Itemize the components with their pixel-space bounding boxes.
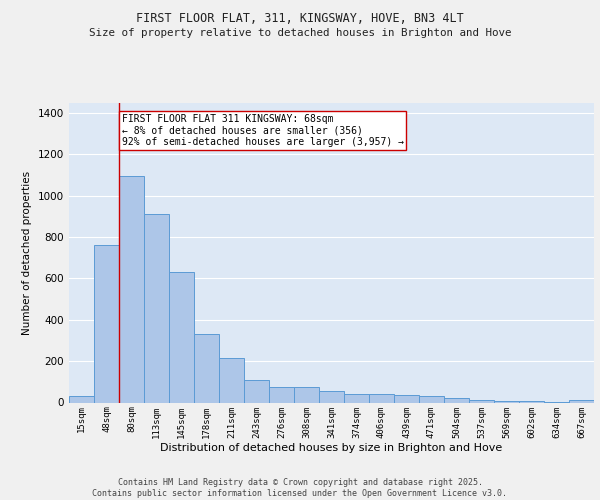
Bar [294, 387, 319, 402]
Bar [469, 400, 494, 402]
Bar [569, 400, 594, 402]
Text: Size of property relative to detached houses in Brighton and Hove: Size of property relative to detached ho… [89, 28, 511, 38]
Bar [419, 396, 444, 402]
Bar [444, 398, 469, 402]
Bar [219, 358, 244, 403]
Bar [119, 176, 144, 402]
Bar [194, 334, 219, 402]
Text: FIRST FLOOR FLAT, 311, KINGSWAY, HOVE, BN3 4LT: FIRST FLOOR FLAT, 311, KINGSWAY, HOVE, B… [136, 12, 464, 26]
Text: Contains HM Land Registry data © Crown copyright and database right 2025.
Contai: Contains HM Land Registry data © Crown c… [92, 478, 508, 498]
X-axis label: Distribution of detached houses by size in Brighton and Hove: Distribution of detached houses by size … [160, 443, 503, 453]
Bar [369, 394, 394, 402]
Text: FIRST FLOOR FLAT 311 KINGSWAY: 68sqm
← 8% of detached houses are smaller (356)
9: FIRST FLOOR FLAT 311 KINGSWAY: 68sqm ← 8… [121, 114, 404, 147]
Bar [244, 380, 269, 402]
Bar [269, 387, 294, 402]
Bar [69, 396, 94, 402]
Bar [169, 272, 194, 402]
Bar [344, 394, 369, 402]
Bar [394, 396, 419, 402]
Bar [319, 391, 344, 402]
Bar [144, 214, 169, 402]
Y-axis label: Number of detached properties: Number of detached properties [22, 170, 32, 334]
Bar [94, 246, 119, 402]
